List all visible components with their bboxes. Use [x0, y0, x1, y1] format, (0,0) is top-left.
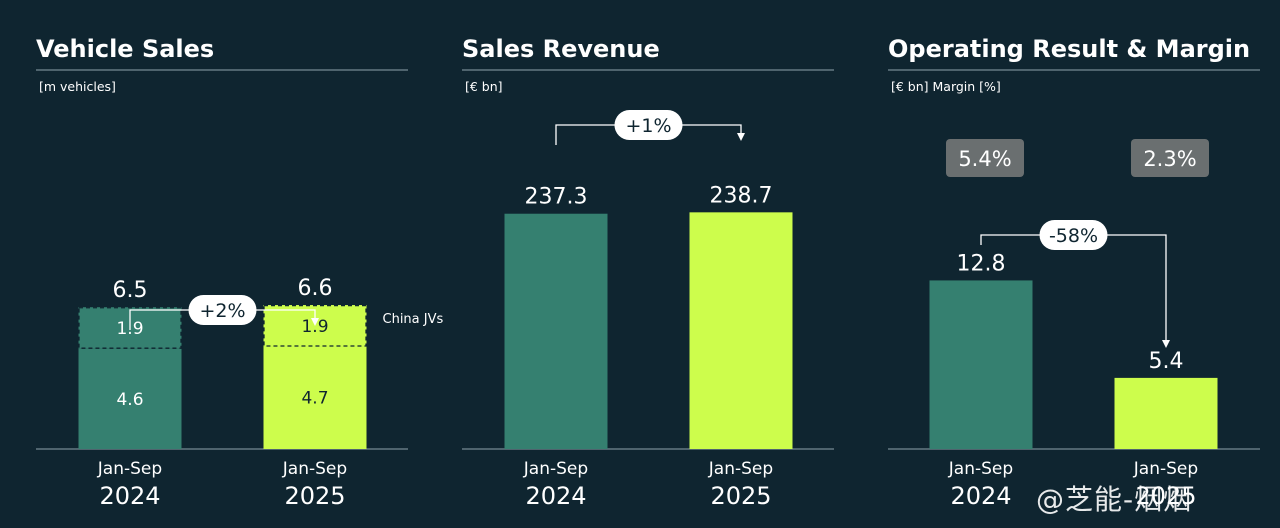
panel3-bar-2-value-label: 5.4: [1149, 349, 1184, 374]
panel2-category-1-line2: 2024: [525, 482, 586, 510]
panel3-unit: [€ bn] Margin [%]: [891, 79, 1001, 94]
panel1-bar-2-china-jv-outline: [263, 304, 367, 347]
panel1-category-2-line1: Jan-Sep: [282, 459, 347, 479]
panel2-bar-1: [504, 213, 608, 449]
panel1-series-label-china-jvs: China JVs: [383, 312, 444, 327]
panel3-margin-label-2: 2.3%: [1143, 147, 1196, 171]
panel3-title: Operating Result & Margin: [888, 35, 1250, 63]
panel1-bar-1-base: [78, 348, 182, 449]
panel2-bar-1-value-label: 237.3: [525, 185, 588, 210]
panel3-bar-1-value-label: 12.8: [957, 251, 1006, 276]
panel2-bar-2-value-label: 238.7: [710, 183, 773, 208]
panel1-bar-2-china-jv-label: 1.9: [301, 317, 328, 337]
panel1-category-1-line2: 2024: [99, 482, 160, 510]
panel2-category-2-line1: Jan-Sep: [708, 459, 773, 479]
panel3-bar-1: [929, 280, 1033, 449]
panel2-unit: [€ bn]: [465, 79, 503, 94]
panel3-margin-label-1: 5.4%: [958, 147, 1011, 171]
panel3-category-2-line2: 2025: [1135, 482, 1196, 510]
panel2-change-pill: [614, 110, 683, 140]
panel1-bar-1-base-label: 4.6: [116, 390, 143, 410]
panel1-title: Vehicle Sales: [36, 35, 214, 63]
panel3-margin-badge-2: [1131, 139, 1209, 177]
panel1-bar-2-base: [263, 346, 367, 449]
panel2-category-1-line1: Jan-Sep: [523, 459, 588, 479]
panel3-category-2-line1: Jan-Sep: [1133, 459, 1198, 479]
panel1-bar-1-china-jv-outline: [78, 307, 182, 349]
panel3-change-pill: [1039, 220, 1108, 250]
panel1-bar-1-total-label: 6.5: [113, 278, 148, 303]
panel3-change-label: -58%: [1049, 225, 1098, 247]
panel1-change-arrowhead: [311, 318, 319, 326]
watermark-text: @芝能-烟烟: [1036, 483, 1193, 516]
panel1-change-pill: [188, 295, 257, 325]
panel2-change-label: +1%: [625, 115, 671, 137]
panel1-bar-2-base-label: 4.7: [301, 389, 328, 409]
panel3-category-1-line2: 2024: [950, 482, 1011, 510]
panel3-category-1-line1: Jan-Sep: [948, 459, 1013, 479]
panel2-title: Sales Revenue: [462, 35, 660, 63]
panel2-bar-2: [689, 212, 793, 449]
panel1-category-1-line1: Jan-Sep: [97, 459, 162, 479]
panel2-category-2-line2: 2025: [710, 482, 771, 510]
panel3-margin-badge-1: [946, 139, 1024, 177]
panel1-change-label: +2%: [199, 300, 245, 322]
panel2-change-arrowhead: [737, 133, 745, 141]
panel3-change-arrowhead: [1162, 340, 1170, 348]
panel1-category-2-line2: 2025: [284, 482, 345, 510]
panel1-unit: [m vehicles]: [39, 79, 116, 94]
panel3-bar-2: [1114, 377, 1218, 449]
panel1-bar-2-total-label: 6.6: [298, 276, 333, 301]
